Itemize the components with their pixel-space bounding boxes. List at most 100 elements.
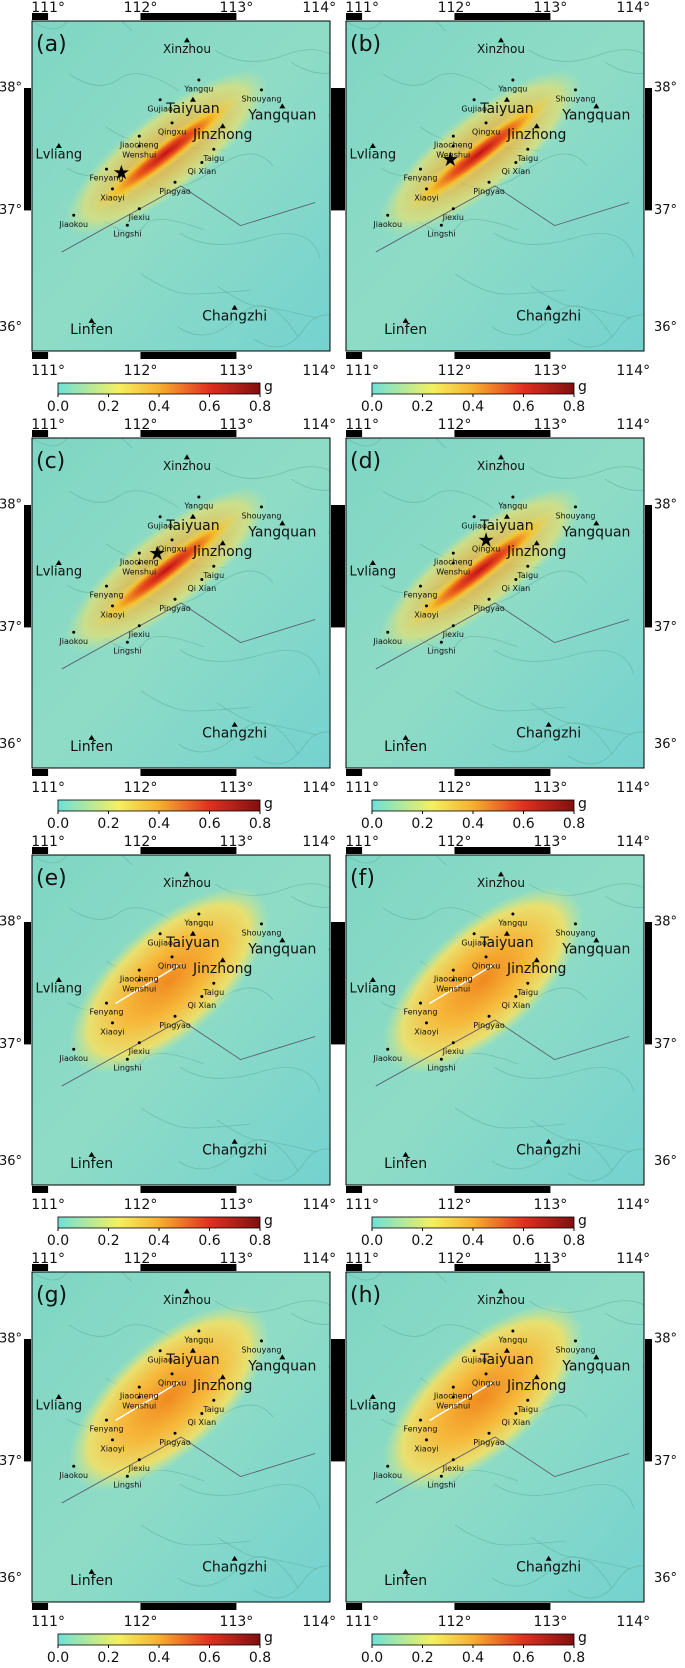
city-label: Wenshui (436, 985, 470, 994)
terrain (346, 438, 447, 449)
frame-bar (140, 13, 237, 20)
panel-label: (f) (350, 866, 375, 891)
city-label: Yangquan (561, 524, 630, 540)
city-label: Xinzhou (163, 876, 211, 890)
town-marker (514, 1412, 518, 1415)
terrain (454, 1107, 566, 1129)
city-marker (219, 957, 226, 963)
town-marker (137, 207, 141, 211)
lon-tick-label: 114° (616, 417, 650, 433)
city-label: Jiexiu (128, 1464, 150, 1473)
terrain (68, 73, 180, 92)
lon-tick-label: 113° (220, 417, 254, 433)
lon-tick-label: 114° (302, 417, 336, 433)
lat-tick-label: 37° (654, 203, 677, 218)
city-marker (533, 123, 540, 129)
lat-tick-label: 37° (654, 620, 677, 635)
colorbar-tick-label: 0.6 (512, 1233, 534, 1249)
city-label: Qingxu (472, 544, 500, 553)
city-label: Yangquan (247, 107, 316, 123)
city-label: Wenshui (122, 568, 156, 577)
city-label: Fenyang (90, 1425, 124, 1434)
terrain (491, 1556, 613, 1589)
city-label: Fenyang (404, 174, 438, 183)
city-label: Gujiao (461, 1355, 487, 1364)
terrain (382, 490, 494, 509)
town-marker (419, 1418, 422, 1422)
frame-bar (140, 352, 237, 359)
town-marker (197, 1329, 201, 1333)
frame-bar (24, 87, 31, 211)
city-label: Yangquan (561, 941, 630, 957)
city-label: Jiaokou (372, 1471, 402, 1480)
frame-bar (338, 1338, 345, 1462)
town-marker (451, 1395, 455, 1399)
colorbar-tick-label: 0.2 (411, 1233, 433, 1249)
town-marker (259, 922, 263, 926)
city-label: Lvliang (350, 1399, 397, 1414)
city-label: Qi Xian (501, 1001, 530, 1010)
city-label: Jiexiu (128, 213, 150, 222)
city-label: Jinzhong (506, 127, 566, 143)
city-label: Taiyuan (479, 935, 533, 951)
map-frame (345, 854, 645, 1186)
colorbar-tick-label: 0.8 (249, 399, 271, 415)
town-marker (173, 1014, 177, 1018)
lat-tick-label: 36° (654, 1571, 677, 1586)
town-marker (514, 578, 518, 581)
town-marker (110, 187, 114, 191)
panel-label: (h) (350, 1283, 381, 1308)
terrain (179, 232, 321, 259)
city-marker (497, 871, 504, 877)
city-label: Gujiao (461, 938, 487, 947)
city-label: Jiexiu (442, 1464, 464, 1473)
city-label: Shouyang (556, 94, 596, 103)
city-marker (279, 937, 286, 943)
lon-tick-label: 114° (302, 1614, 336, 1630)
city-marker (593, 103, 600, 109)
terrain (140, 1107, 252, 1129)
shaking-core (404, 93, 556, 213)
lon-tick-label: 112° (124, 0, 158, 16)
city-marker (402, 1568, 409, 1574)
town-marker (573, 505, 577, 509)
colorbar-tick-label: 0.2 (97, 399, 119, 415)
terrain (253, 1148, 330, 1182)
city-label: Yangqu (183, 919, 213, 928)
city-label: Qi Xian (501, 167, 530, 176)
town-marker (451, 134, 455, 138)
terrain (253, 314, 330, 348)
town-marker (197, 495, 201, 499)
lon-tick-label: 112° (438, 417, 472, 433)
town-marker (170, 1372, 174, 1376)
colorbar-tick-label: 0.6 (198, 816, 220, 832)
lon-tick-label: 114° (616, 780, 650, 796)
city-label: Shouyang (556, 1345, 596, 1354)
terrain (528, 49, 644, 62)
town-marker (137, 1041, 141, 1045)
city-label: Changzhi (202, 1560, 267, 1576)
city-marker (183, 1288, 190, 1294)
town-marker (514, 995, 518, 998)
lon-tick-label: 114° (302, 363, 336, 379)
map (32, 438, 330, 768)
colorbar (371, 799, 575, 812)
colorbar-unit: g (578, 796, 587, 812)
city-label: Linfen (384, 1573, 427, 1589)
colorbar (57, 799, 261, 812)
city-marker (279, 1354, 286, 1360)
terrain (382, 907, 494, 926)
terrain (491, 722, 613, 755)
colorbar-unit: g (264, 1630, 273, 1646)
town-marker (487, 1014, 491, 1018)
city-label: Pingyao (159, 1021, 191, 1030)
frame-bar (346, 769, 363, 776)
frame-bar (24, 1338, 31, 1462)
town-marker (125, 640, 129, 644)
city-marker (369, 560, 376, 565)
city-label: Xiaoyi (100, 1027, 124, 1036)
shaking-core (404, 510, 556, 630)
